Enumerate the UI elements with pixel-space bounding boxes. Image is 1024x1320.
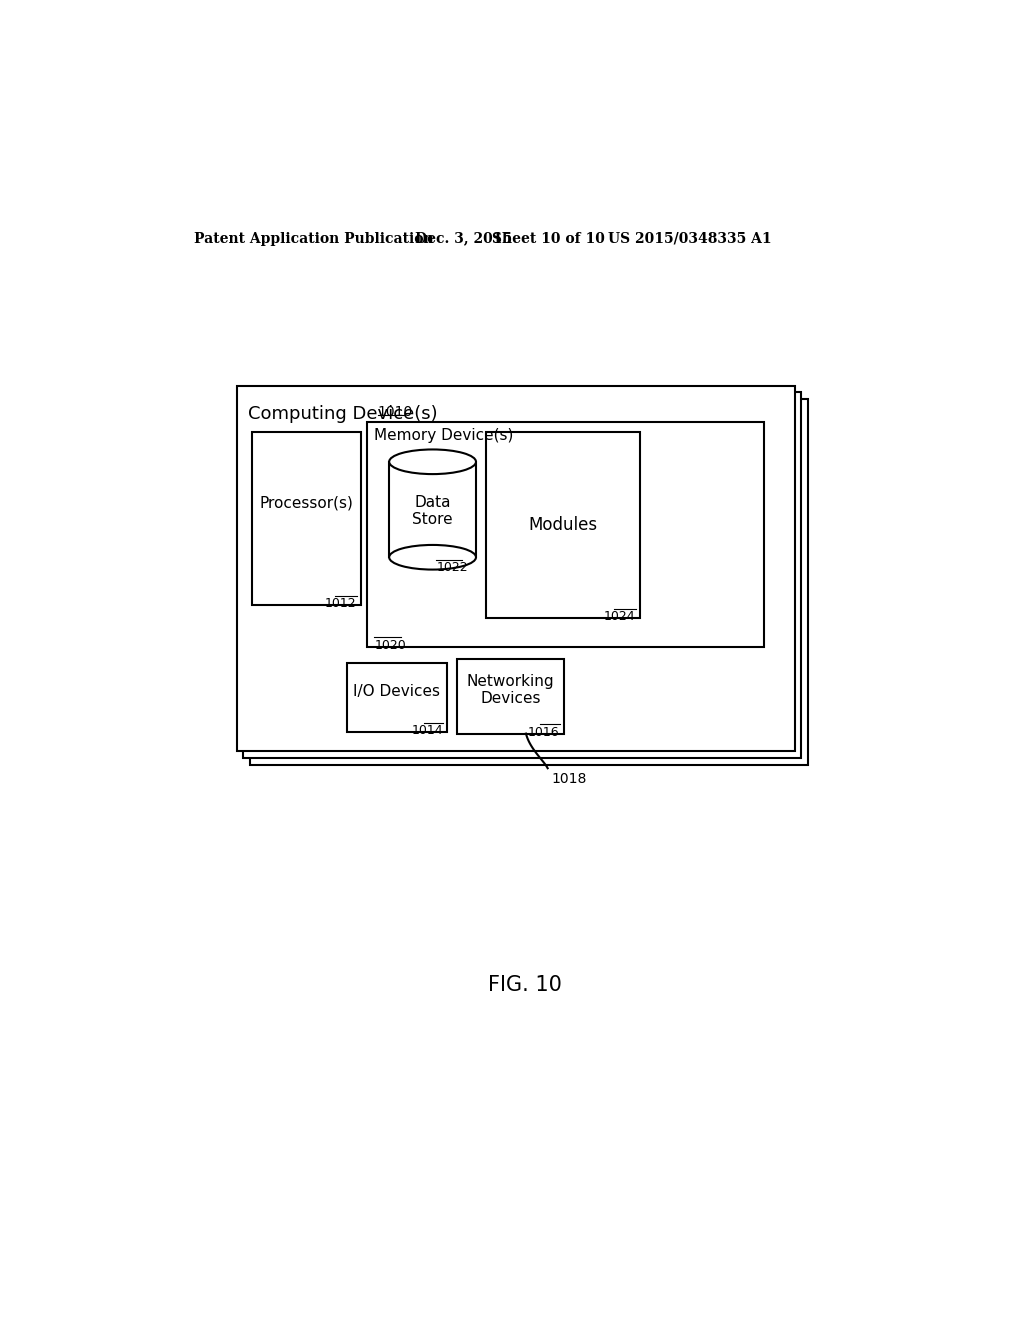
Text: Data
Store: Data Store: [413, 495, 453, 527]
Ellipse shape: [389, 545, 476, 570]
Text: 1018: 1018: [552, 772, 587, 787]
Text: 1014: 1014: [412, 725, 443, 738]
Text: 1020: 1020: [375, 639, 407, 652]
Text: FIG. 10: FIG. 10: [487, 974, 562, 994]
Bar: [496, 422, 649, 609]
Bar: [252, 432, 360, 605]
Text: Computing Device(s): Computing Device(s): [248, 405, 437, 422]
Text: 1010: 1010: [378, 405, 413, 418]
Text: Sheet 10 of 10: Sheet 10 of 10: [493, 231, 605, 246]
Bar: [244, 392, 802, 758]
Text: Dec. 3, 2015: Dec. 3, 2015: [415, 231, 512, 246]
Text: Patent Application Publication: Patent Application Publication: [194, 231, 433, 246]
Bar: [346, 663, 447, 733]
Text: Modules: Modules: [528, 516, 597, 533]
Bar: [458, 659, 563, 734]
Text: 1022: 1022: [436, 561, 468, 574]
Text: Memory Device(s): Memory Device(s): [375, 428, 514, 444]
Bar: [237, 385, 795, 751]
Bar: [490, 428, 644, 614]
Bar: [389, 462, 476, 557]
Bar: [251, 400, 809, 766]
Bar: [367, 422, 764, 647]
Text: US 2015/0348335 A1: US 2015/0348335 A1: [608, 231, 772, 246]
Text: Processor(s): Processor(s): [259, 495, 353, 511]
Text: I/O Devices: I/O Devices: [353, 684, 440, 698]
Text: 1024: 1024: [604, 610, 636, 623]
Bar: [486, 432, 640, 618]
Text: 1016: 1016: [528, 726, 560, 739]
Ellipse shape: [389, 449, 476, 474]
Text: 1012: 1012: [325, 598, 356, 610]
Text: Networking
Devices: Networking Devices: [467, 675, 554, 706]
